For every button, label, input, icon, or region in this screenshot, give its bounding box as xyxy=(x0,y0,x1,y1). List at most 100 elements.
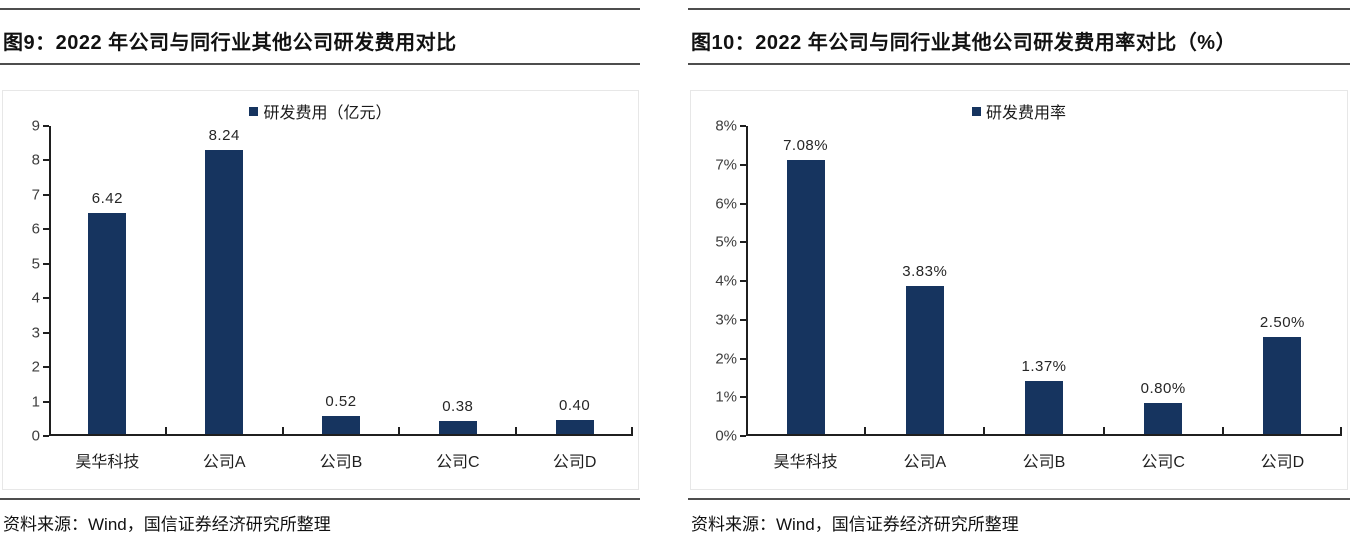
figure9-source: 资料来源：Wind，国信证券经济研究所整理 xyxy=(3,515,331,534)
category-label: 公司A xyxy=(202,454,246,471)
y-axis-tick xyxy=(43,193,49,196)
category-label: 昊华科技 xyxy=(773,454,838,471)
x-axis-line xyxy=(746,434,1342,436)
x-axis-tick xyxy=(983,427,986,434)
y-axis-tick xyxy=(740,163,746,166)
y-axis-label: 0% xyxy=(715,427,737,445)
y-axis-tick xyxy=(740,435,746,437)
y-axis-tick xyxy=(43,159,49,162)
y-axis-tick xyxy=(740,280,746,282)
y-axis-tick xyxy=(43,262,49,265)
divider xyxy=(0,8,640,10)
y-axis-tick xyxy=(740,357,746,360)
bar-value-label: 6.42 xyxy=(91,189,123,207)
y-axis-tick xyxy=(43,400,49,403)
y-axis-label: 8% xyxy=(715,117,737,135)
y-axis-tick xyxy=(740,202,746,205)
figure10-source: 资料来源：Wind，国信证券经济研究所整理 xyxy=(691,515,1019,534)
bar xyxy=(205,150,244,434)
legend-label: 研发费用（亿元） xyxy=(263,105,392,122)
bar-value-label: 1.37% xyxy=(1021,357,1067,375)
bar-value-label: 0.52 xyxy=(325,393,357,411)
bar xyxy=(438,420,477,434)
x-axis-tick xyxy=(398,427,401,434)
x-axis-tick xyxy=(864,427,867,434)
divider xyxy=(688,8,1350,10)
divider xyxy=(688,498,1350,500)
y-axis-tick xyxy=(43,366,49,369)
figure10-title: 图10：2022 年公司与同行业其他公司研发费用率对比（%） xyxy=(691,32,1237,54)
figure10-chart: 研发费用率 8% 7% 6% 5% 4% 3% 2% 1% 0% 7.08% 昊华科技 3.83% 公司A… xyxy=(690,90,1348,490)
bar-value-label: 0.38 xyxy=(442,397,474,415)
bar xyxy=(322,416,360,434)
y-axis-label: 3% xyxy=(715,311,737,329)
y-axis-tick xyxy=(740,125,746,127)
category-label: 公司A xyxy=(903,454,947,471)
bar-value-label: 3.83% xyxy=(902,262,948,280)
divider xyxy=(0,63,640,65)
bar-value-label: 8.24 xyxy=(208,127,240,145)
legend-marker-icon xyxy=(249,106,259,116)
x-axis-tick xyxy=(281,427,284,434)
chart-legend: 研发费用（亿元） xyxy=(3,99,638,123)
category-label: 公司C xyxy=(1141,454,1185,471)
bar xyxy=(555,420,594,434)
y-axis-label: 7% xyxy=(715,156,737,174)
figure9-panel: 图9：2022 年公司与同行业其他公司研发费用对比 研发费用（亿元） 9 8 7 6 5 4… xyxy=(0,0,640,548)
y-axis-label: 8 xyxy=(31,151,40,169)
y-axis-tick xyxy=(740,318,746,321)
y-axis-label: 1 xyxy=(31,393,40,411)
bar-value-label: 2.50% xyxy=(1259,314,1305,332)
bar xyxy=(786,159,825,434)
y-axis-label: 2% xyxy=(715,350,737,367)
x-axis-tick xyxy=(164,427,167,434)
x-axis-tick xyxy=(1340,427,1342,434)
category-label: 昊华科技 xyxy=(75,454,140,471)
y-axis-label: 3 xyxy=(31,324,40,342)
x-axis-line xyxy=(49,434,633,436)
category-label: 公司B xyxy=(1022,454,1066,471)
y-axis-label: 7 xyxy=(31,186,40,204)
y-axis-line xyxy=(746,126,748,436)
category-label: 公司B xyxy=(319,454,363,471)
x-axis-tick xyxy=(515,427,518,434)
divider xyxy=(0,498,640,500)
y-axis-tick xyxy=(43,331,49,334)
y-axis-label: 4% xyxy=(715,272,737,290)
bar xyxy=(1263,337,1302,434)
y-axis-label: 9 xyxy=(31,117,40,135)
figure9-title: 图9：2022 年公司与同行业其他公司研发费用对比 xyxy=(3,32,457,54)
bar xyxy=(905,285,944,434)
figure9-chart: 研发费用（亿元） 9 8 7 6 5 4 3 2 1 0 6.42 昊华科技 8.24 公司A 0.52 公司B… xyxy=(2,90,639,490)
y-axis-label: 5% xyxy=(715,233,737,251)
y-axis-tick xyxy=(43,435,49,437)
y-axis-tick xyxy=(43,228,49,231)
category-label: 公司D xyxy=(552,454,597,471)
y-axis-tick xyxy=(43,125,49,127)
x-axis-tick xyxy=(631,427,633,434)
category-label: 公司C xyxy=(436,454,480,471)
bar xyxy=(1025,380,1063,434)
y-axis-label: 5 xyxy=(31,255,40,273)
bar xyxy=(88,212,127,434)
bar xyxy=(1144,403,1183,434)
y-axis-label: 6 xyxy=(31,220,40,238)
bar-value-label: 7.08% xyxy=(783,136,829,154)
y-axis-tick xyxy=(740,241,746,244)
divider xyxy=(688,63,1350,65)
y-axis-tick xyxy=(740,396,746,399)
y-axis-label: 4 xyxy=(31,289,40,307)
bar-value-label: 0.80% xyxy=(1140,380,1186,397)
bar-value-label: 0.40 xyxy=(558,397,591,415)
plot-area: 8% 7% 6% 5% 4% 3% 2% 1% 0% 7.08% 昊华科技 3.83% 公司A 1.37%… xyxy=(715,118,1342,471)
y-axis-label: 6% xyxy=(715,195,737,212)
y-axis-label: 1% xyxy=(715,388,737,406)
x-axis-tick xyxy=(1221,427,1224,434)
x-axis-tick xyxy=(1102,427,1105,434)
y-axis-label: 2 xyxy=(31,358,40,376)
legend-label: 研发费用率 xyxy=(985,105,1066,122)
y-axis-line xyxy=(49,126,51,436)
figure10-panel: 图10：2022 年公司与同行业其他公司研发费用率对比（%） 研发费用率 8% 7%… xyxy=(688,0,1350,548)
chart-legend: 研发费用率 xyxy=(691,99,1347,123)
